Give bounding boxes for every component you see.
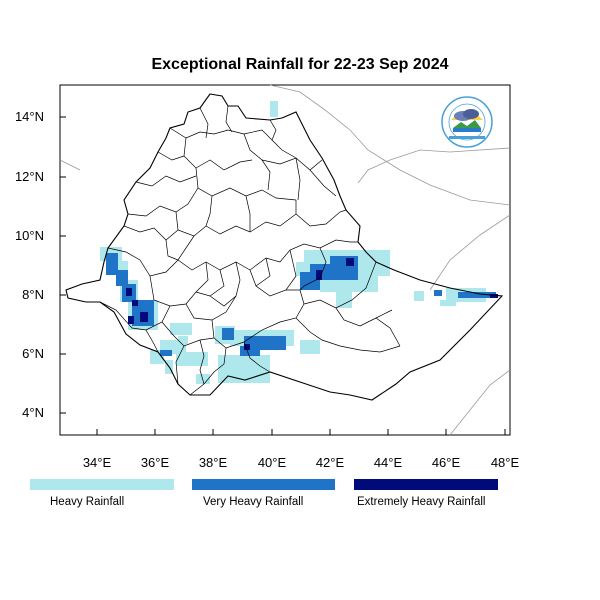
legend-very-heavy-swatch bbox=[192, 479, 335, 490]
axis-ticks bbox=[60, 116, 506, 435]
x-tick-label: 48°E bbox=[490, 455, 520, 470]
y-tick-label: 12°N bbox=[14, 169, 44, 184]
map-frame bbox=[59, 84, 511, 436]
x-tick-label: 40°E bbox=[257, 455, 287, 470]
x-tick-label: 38°E bbox=[198, 455, 228, 470]
neighbor-borders bbox=[59, 84, 511, 436]
admin-boundaries bbox=[99, 105, 401, 396]
y-tick-label: 14°N bbox=[14, 109, 44, 124]
x-tick-label: 36°E bbox=[140, 455, 170, 470]
x-tick-label: 34°E bbox=[82, 455, 112, 470]
legend-extreme-swatch bbox=[354, 479, 498, 490]
extremely-heavy-rainfall-areas bbox=[126, 258, 498, 350]
ethiopia-border bbox=[65, 93, 504, 401]
legend-extreme-label: Extremely Heavy Rainfall bbox=[357, 496, 486, 508]
x-tick-label: 42°E bbox=[315, 455, 345, 470]
ethiopian-meteorology-institute-logo-icon bbox=[441, 96, 493, 148]
x-tick-label: 44°E bbox=[373, 455, 403, 470]
very-heavy-rainfall-areas bbox=[106, 253, 496, 356]
legend-very-heavy-label: Very Heavy Rainfall bbox=[203, 496, 304, 508]
legend-heavy-swatch bbox=[30, 479, 174, 490]
heavy-rainfall-areas bbox=[100, 101, 486, 384]
y-tick-label: 10°N bbox=[14, 228, 44, 243]
y-tick-label: 4°N bbox=[22, 405, 44, 420]
x-tick-label: 46°E bbox=[431, 455, 461, 470]
y-tick-label: 6°N bbox=[22, 346, 44, 361]
legend-heavy-label: Heavy Rainfall bbox=[50, 496, 125, 508]
map-title: Exceptional Rainfall for 22-23 Sep 2024 bbox=[151, 56, 449, 73]
y-tick-label: 8°N bbox=[22, 287, 44, 302]
